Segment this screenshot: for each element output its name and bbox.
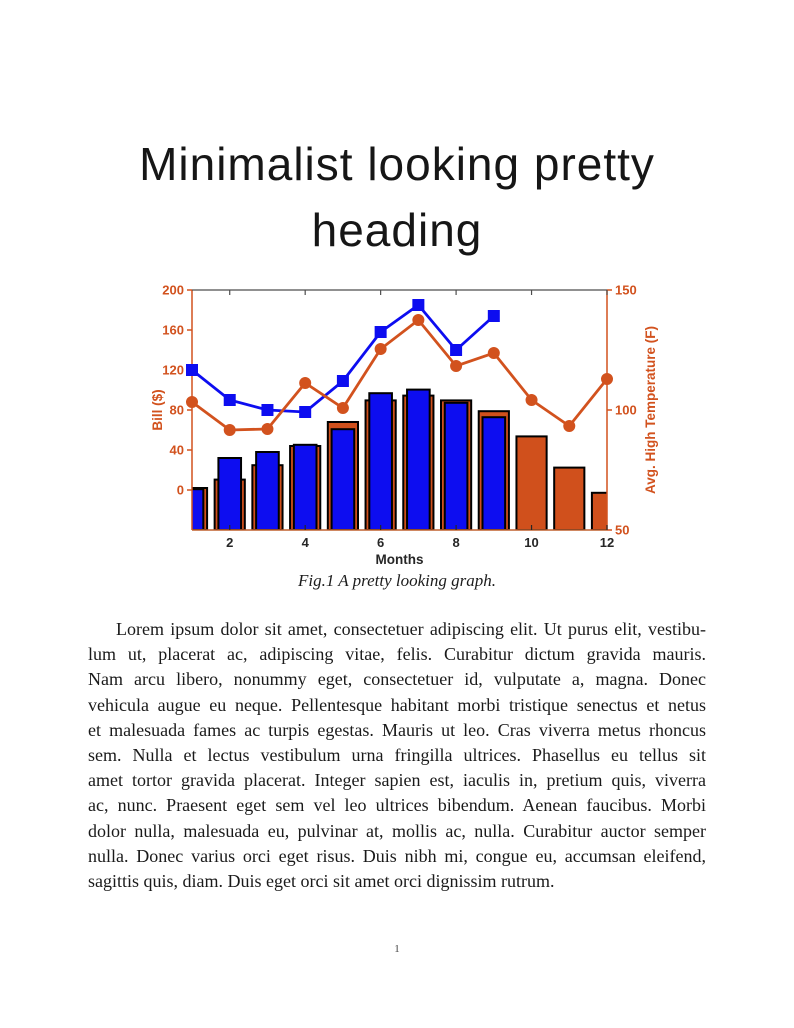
bill-line-orange-marker xyxy=(374,343,387,355)
temperature-bars-blue-bar xyxy=(255,451,280,530)
bill-line-orange-marker xyxy=(601,373,613,385)
bill-line-blue-marker xyxy=(336,375,349,387)
bill-line-blue-marker xyxy=(186,364,198,376)
bill-line-orange-marker xyxy=(525,394,538,406)
x-tick-label: 10 xyxy=(524,535,538,550)
temperature-bars-blue-bar xyxy=(443,401,469,530)
left-tick-label: 80 xyxy=(170,403,184,418)
left-tick-label: 120 xyxy=(162,363,184,378)
temperature-bars-orange-bar xyxy=(515,435,548,530)
left-tick-label: 40 xyxy=(170,443,184,458)
body-text-line: nulla. Donec varius orci eget risus. Dui… xyxy=(88,845,706,866)
body-text-line: sem. Nulla et lectus vestibulum urna fri… xyxy=(88,745,706,766)
body-text-line: sagittis quis, diam. Duis eget orci sit … xyxy=(88,871,555,892)
temperature-bars-blue xyxy=(192,388,507,530)
bill-line-orange-marker xyxy=(450,360,463,372)
bill-line-blue-marker xyxy=(299,406,312,418)
body-text-line: Nam arcu libero, nonummy eget, consectet… xyxy=(88,669,706,690)
x-axis-label: Months xyxy=(376,552,424,567)
bill-line-orange-marker xyxy=(186,396,198,408)
bill-line-orange-marker xyxy=(412,314,425,326)
bill-line-orange-path xyxy=(191,318,609,432)
temperature-bars-blue-bar xyxy=(406,388,431,530)
x-tick-label: 12 xyxy=(600,535,614,550)
bill-line-blue-marker xyxy=(487,310,500,322)
figure-caption: Fig.1 A pretty looking graph. xyxy=(297,571,496,590)
left-tick-label: 0 xyxy=(177,483,184,498)
x-tick-label: 8 xyxy=(452,535,459,550)
bill-line-blue xyxy=(186,299,500,418)
bill-line-orange-marker xyxy=(261,423,274,435)
right-tick-label: 150 xyxy=(615,283,637,298)
right-axis-label: Avg. High Temperature (F) xyxy=(643,326,658,494)
body-text-line: Lorem ipsum dolor sit amet, consectetuer… xyxy=(116,619,706,639)
left-axis-label: Bill ($) xyxy=(150,389,165,430)
page-title: Minimalist looking pretty heading xyxy=(0,131,794,263)
bill-line-blue-marker xyxy=(450,344,463,356)
bill-line-orange-marker xyxy=(299,377,312,389)
left-tick-label: 160 xyxy=(162,323,184,338)
chart-svg: 0 40 80 120 160 200 50 100 150 2 4 6 8 10 12 Bill ($) Av… xyxy=(150,283,658,568)
body-text-line: ac, nunc. Praesent eget sem vel leo ultr… xyxy=(88,795,706,816)
body-text-line: lum ut, placerat ac, adipiscing vitae, f… xyxy=(88,644,706,665)
temperature-bars-blue-bar xyxy=(330,428,356,530)
temperature-bars-blue-bar xyxy=(368,392,393,530)
temperature-bars-blue-bar xyxy=(481,416,507,530)
bill-line-blue-marker xyxy=(261,404,274,416)
figure: 0 40 80 120 160 200 50 100 150 2 4 6 8 10 12 Bill ($) Av… xyxy=(150,281,670,569)
x-tick-label: 2 xyxy=(226,535,233,550)
temperature-bars-blue-bar xyxy=(217,457,243,530)
body-text-line: amet tortor gravida placerat. Integer sa… xyxy=(88,770,706,791)
axes: 0 40 80 120 160 200 50 100 150 2 4 6 8 10 12 Bill ($) Av… xyxy=(150,283,658,568)
bill-line-blue-marker xyxy=(223,394,236,406)
right-tick-label: 100 xyxy=(615,403,637,418)
page-title-line-2: heading xyxy=(311,203,483,256)
x-tick-label: 4 xyxy=(302,535,310,550)
left-tick-label: 200 xyxy=(162,283,184,298)
bill-line-blue-marker xyxy=(412,299,425,311)
bill-line-orange-marker xyxy=(487,347,500,359)
body-text-line: dolor nulla, malesuada eu, pulvinar at, … xyxy=(88,820,706,841)
temperature-bars-orange-bar xyxy=(553,466,586,530)
bill-line-orange-marker xyxy=(223,424,236,436)
temperature-bars-blue-bar xyxy=(292,443,318,530)
page-title-line-1: Minimalist looking pretty xyxy=(139,137,655,190)
bill-line-blue-marker xyxy=(374,326,387,338)
bill-line-orange-marker xyxy=(336,402,349,414)
body-text-line: et malesuada fames ac turpis egestas. Ma… xyxy=(88,719,706,740)
right-tick-label: 50 xyxy=(615,523,629,538)
page-number: 1 xyxy=(394,943,400,955)
body-text-line: vehicula augue eu neque. Pellentesque ha… xyxy=(88,694,706,715)
bill-line-orange-marker xyxy=(563,420,576,432)
temperature-bars-blue-bar xyxy=(192,488,205,530)
x-tick-label: 6 xyxy=(377,535,384,550)
bill-line-orange xyxy=(186,314,613,436)
body-paragraph: Lorem ipsum dolor sit amet, consectetuer… xyxy=(88,617,706,894)
